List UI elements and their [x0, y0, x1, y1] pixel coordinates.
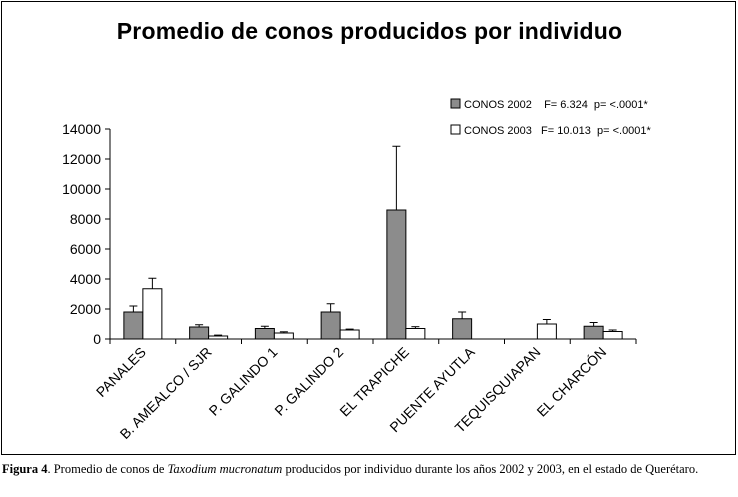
- legend-swatch-2003: [450, 124, 461, 135]
- bar-2003: [405, 328, 426, 340]
- legend-label-2002: CONOS 2002 F= 6.324 p= <.0001*: [464, 99, 648, 111]
- bar-2003: [273, 332, 294, 340]
- bar-2003: [142, 288, 163, 340]
- y-tick-label: 0: [93, 331, 101, 347]
- bar-2002: [583, 325, 604, 340]
- chart-frame: Promedio de conos producidos por individ…: [1, 1, 736, 455]
- bar-2003: [208, 335, 229, 340]
- chart-title: Promedio de conos producidos por individ…: [116, 18, 623, 44]
- y-tick-label: 12000: [62, 151, 101, 167]
- caption-label: Figura 4: [2, 462, 48, 476]
- caption-text-before: . Promedio de conos de: [47, 462, 168, 476]
- bar-2002: [320, 311, 341, 340]
- bar-chart: 02000400060008000100001200014000PANALESB…: [62, 98, 652, 442]
- x-category-label: PANALES: [93, 344, 149, 400]
- bar-2002: [123, 311, 144, 340]
- x-category-label: EL CHARCÓN: [533, 344, 609, 420]
- x-category-label: P. GALINDO 1: [206, 344, 281, 419]
- caption-species: Taxodium mucronatum: [167, 462, 283, 476]
- bar-2002: [386, 209, 407, 340]
- bar-2002: [189, 326, 210, 340]
- y-tick-label: 10000: [62, 181, 101, 197]
- bar-2003: [536, 323, 557, 340]
- bar-2003: [602, 331, 623, 340]
- bar-2003: [339, 329, 360, 340]
- y-tick-label: 14000: [62, 121, 101, 137]
- figure-caption: Figura 4. Promedio de conos de Taxodium …: [2, 462, 736, 477]
- y-tick-label: 8000: [70, 211, 101, 227]
- x-category-label: P. GALINDO 2: [271, 344, 346, 419]
- y-tick-label: 4000: [70, 271, 101, 287]
- x-category-label: EL TRAPICHE: [336, 344, 412, 420]
- legend-swatch-2002: [450, 98, 461, 109]
- y-tick-label: 2000: [70, 301, 101, 317]
- y-tick-label: 6000: [70, 241, 101, 257]
- caption-text-after: producidos por individuo durante los año…: [282, 462, 699, 476]
- bar-2002: [254, 328, 275, 340]
- legend-label-2003: CONOS 2003 F= 10.013 p= <.0001*: [464, 125, 652, 137]
- bar-2002: [452, 318, 473, 340]
